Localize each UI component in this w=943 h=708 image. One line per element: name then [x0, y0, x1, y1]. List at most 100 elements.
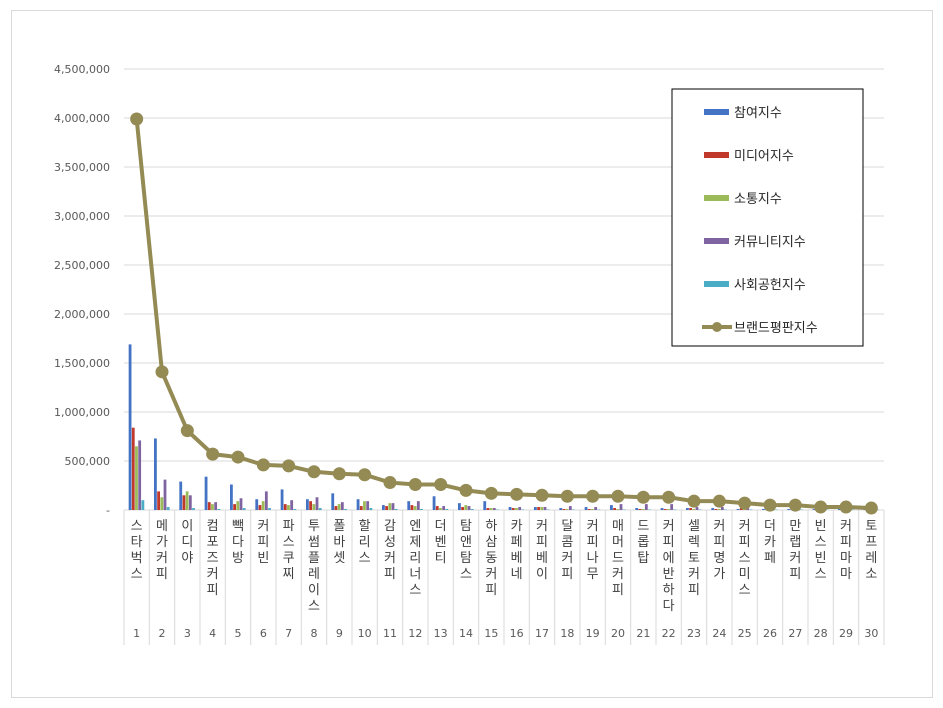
reputation-point-16 [510, 487, 524, 501]
rank-label: 3 [184, 627, 191, 640]
bar-2-18 [562, 509, 566, 510]
y-tick-label: 3,000,000 [54, 210, 110, 223]
rank-label: 15 [484, 627, 498, 640]
bar-1-21 [635, 508, 639, 510]
bar-2-9 [334, 506, 338, 510]
bar-3-8 [312, 504, 316, 510]
bar-1-3 [179, 481, 183, 510]
reputation-point-8 [307, 465, 321, 479]
legend-swatch-3 [704, 195, 729, 201]
rank-label: 18 [560, 627, 574, 640]
bar-3-1 [135, 446, 138, 510]
bar-1-25 [736, 509, 740, 510]
bar-4-16 [518, 507, 522, 510]
y-tick-label: 2,500,000 [54, 259, 110, 272]
reputation-point-7 [282, 459, 296, 473]
bar-4-20 [619, 504, 623, 510]
bar-4-22 [670, 504, 674, 510]
legend-label-6: 브랜드평판지수 [734, 321, 818, 336]
rank-label: 12 [408, 627, 422, 640]
reputation-point-25 [738, 496, 752, 510]
bar-3-18 [565, 509, 569, 510]
rank-label: 8 [311, 627, 318, 640]
bar-1-5 [230, 484, 233, 510]
reputation-point-29 [839, 500, 853, 514]
rank-label: 19 [586, 627, 600, 640]
bar-3-21 [641, 509, 645, 510]
rank-label: 21 [636, 627, 650, 640]
bar-3-15 [489, 508, 493, 510]
reputation-point-4 [206, 447, 220, 461]
reputation-point-5 [231, 450, 245, 464]
y-tick-label: 4,500,000 [54, 63, 110, 76]
bar-4-7 [290, 500, 294, 510]
bar-1-29 [838, 509, 841, 510]
reputation-point-10 [358, 468, 372, 482]
bar-3-9 [337, 504, 341, 510]
legend-swatch-1 [704, 109, 729, 115]
bar-4-10 [366, 501, 370, 510]
reputation-point-2 [155, 365, 169, 379]
reputation-point-19 [586, 489, 600, 503]
reputation-point-18 [560, 489, 574, 503]
y-axis: - 500,000 1,000,000 1,500,000 2,000,000 2,500… [54, 63, 110, 517]
y-tick-label: 500,000 [65, 455, 111, 468]
bar-4-12 [416, 501, 420, 510]
bar-2-22 [663, 509, 667, 510]
y-tick-label: 4,000,000 [54, 112, 110, 125]
bar-2-8 [309, 501, 312, 510]
rank-label: 27 [788, 627, 802, 640]
rank-label: 28 [814, 627, 828, 640]
reputation-point-30 [864, 501, 878, 515]
bar-3-6 [261, 501, 265, 510]
legend-label-4: 커뮤니티지수 [734, 235, 806, 250]
bar-2-15 [486, 508, 490, 510]
bar-3-13 [439, 508, 442, 510]
bar-2-21 [638, 509, 642, 510]
bar-3-24 [717, 509, 721, 510]
rank-label: 30 [864, 627, 878, 640]
reputation-point-14 [459, 483, 473, 497]
reputation-point-12 [408, 478, 422, 492]
bar-2-14 [461, 507, 464, 510]
bar-4-9 [340, 502, 344, 510]
bar-3-16 [515, 508, 518, 510]
reputation-point-17 [535, 488, 549, 502]
bar-4-13 [442, 506, 446, 510]
bar-2-10 [359, 506, 363, 510]
bar-1-16 [508, 507, 512, 510]
bar-2-16 [511, 508, 515, 510]
bar-5-13 [445, 509, 449, 510]
bar-2-6 [258, 505, 262, 510]
bar-1-11 [382, 505, 385, 510]
y-tick-label: - [106, 504, 110, 517]
reputation-point-21 [636, 490, 650, 504]
legend-line-marker [712, 322, 722, 332]
bar-1-4 [204, 476, 208, 510]
bar-1-10 [356, 499, 360, 510]
bar-3-17 [540, 507, 544, 510]
rank-label: 11 [383, 627, 397, 640]
rank-label: 22 [662, 627, 676, 640]
bar-3-23 [692, 509, 696, 510]
bar-3-12 [413, 506, 417, 510]
bar-5-3 [192, 508, 195, 510]
bar-1-26 [762, 509, 765, 510]
bar-4-19 [594, 507, 598, 510]
